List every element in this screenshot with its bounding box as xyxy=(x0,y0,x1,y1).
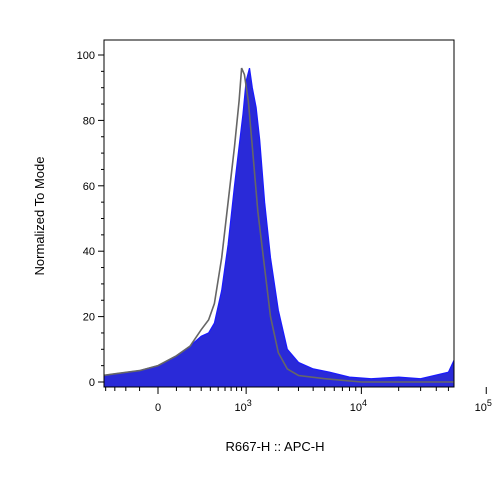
y-tick-label: 20 xyxy=(83,312,95,324)
x-tick-exponent: 3 xyxy=(247,398,252,408)
x-tick-exponent: 4 xyxy=(362,398,367,408)
x-tick-label: 0 xyxy=(155,402,161,414)
y-tick-label: 40 xyxy=(83,246,95,258)
plot-frame xyxy=(103,39,455,388)
x-tick-exponent: 5 xyxy=(487,398,492,408)
y-tick-label: 80 xyxy=(83,115,95,127)
x-axis: 0103104105106 xyxy=(105,387,492,414)
series-layer xyxy=(104,67,454,387)
control-histogram-line xyxy=(104,67,454,383)
stained-histogram-area xyxy=(104,67,454,387)
x-tick-label: 105 xyxy=(475,398,492,414)
y-tick-label: 100 xyxy=(77,50,95,62)
y-tick-label: 0 xyxy=(89,377,95,389)
y-axis: 0 20 40 60 80 100 xyxy=(77,50,104,389)
x-axis-label: R667-H :: APC-H xyxy=(226,439,325,454)
x-tick-label: 104 xyxy=(350,398,367,414)
x-tick-label: 103 xyxy=(235,398,252,414)
y-tick-label: 60 xyxy=(83,181,95,193)
y-axis-label: Normalized To Mode xyxy=(32,157,47,276)
